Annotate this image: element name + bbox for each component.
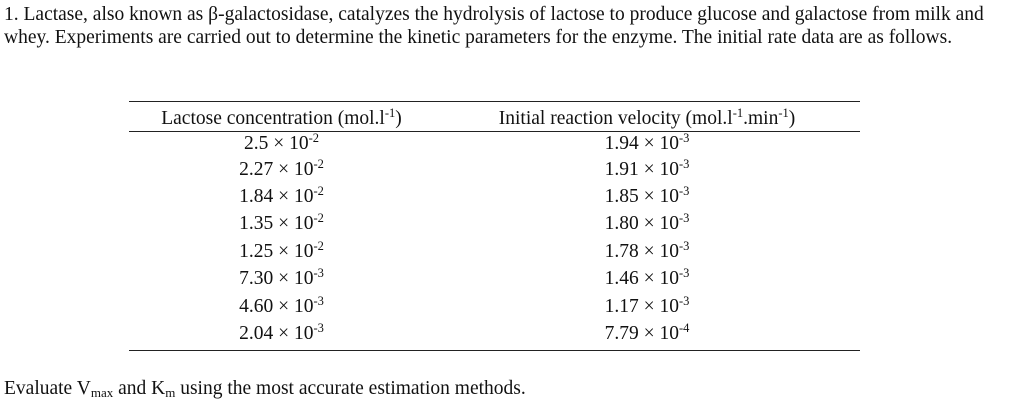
lactose-concentration-cell: 1.35 × 10-2 — [129, 211, 434, 238]
velocity-exponent: -3 — [678, 266, 690, 281]
concentration-mantissa: 2.04 × 10 — [239, 323, 314, 345]
initial-velocity-cell: 1.80 × 10-3 — [434, 211, 860, 238]
km-subscript: m — [165, 385, 176, 400]
header-lactose-concentration: Lactose concentration (mol.l-1) — [129, 101, 434, 132]
velocity-exponent: -4 — [678, 321, 690, 336]
vmax-subscript: max — [90, 385, 114, 400]
velocity-mantissa: 1.78 × 10 — [604, 240, 679, 262]
header-lactose-text: Lactose concentration (mol.l — [161, 108, 385, 129]
velocity-mantissa: 1.91 × 10 — [604, 158, 679, 180]
concentration-mantissa: 7.30 × 10 — [239, 268, 314, 290]
velocity-mantissa: 1.85 × 10 — [604, 186, 679, 208]
velocity-exponent: -3 — [678, 131, 690, 145]
header-velocity-exponent-2: -1 — [778, 106, 789, 120]
question-part-1: Evaluate V — [4, 378, 91, 399]
velocity-mantissa: 7.79 × 10 — [604, 323, 679, 345]
concentration-exponent: -3 — [313, 321, 324, 336]
concentration-exponent: -3 — [313, 266, 324, 281]
header-velocity-exponent-1: -1 — [732, 106, 744, 120]
initial-velocity-cell: 1.85 × 10-3 — [434, 183, 860, 210]
header-initial-velocity: Initial reaction velocity (mol.l-1.min-1… — [434, 101, 860, 132]
question-part-3: using the most accurate estimation metho… — [175, 378, 526, 399]
table-row: 2.5 × 10-2 1.94 × 10-3 — [129, 132, 860, 157]
initial-velocity-cell: 1.91 × 10-3 — [434, 156, 860, 183]
lactose-concentration-cell: 7.30 × 10-3 — [129, 266, 434, 293]
table-row: 2.27 × 10-2 1.91 × 10-3 — [129, 156, 860, 183]
kinetics-data-table-container: Lactose concentration (mol.l-1) Initial … — [129, 101, 860, 351]
header-velocity-min: .min — [743, 108, 779, 129]
header-lactose-close: ) — [395, 108, 402, 129]
velocity-exponent: -3 — [678, 293, 690, 308]
table-row: 1.35 × 10-2 1.80 × 10-3 — [129, 211, 860, 238]
velocity-mantissa: 1.80 × 10 — [604, 213, 679, 235]
lactose-concentration-cell: 4.60 × 10-3 — [129, 293, 434, 320]
question-part-2: and K — [113, 378, 166, 399]
concentration-mantissa: 2.5 × 10 — [243, 133, 309, 154]
problem-statement: 1. Lactase, also known as β-galactosidas… — [4, 4, 984, 48]
lactose-concentration-cell: 2.27 × 10-2 — [129, 156, 434, 183]
table-header-row: Lactose concentration (mol.l-1) Initial … — [129, 101, 860, 132]
velocity-mantissa: 1.94 × 10 — [604, 133, 679, 154]
table-row: 7.30 × 10-3 1.46 × 10-3 — [129, 266, 860, 293]
velocity-mantissa: 1.46 × 10 — [604, 268, 679, 290]
table-row: 4.60 × 10-3 1.17 × 10-3 — [129, 293, 860, 320]
concentration-mantissa: 1.25 × 10 — [239, 240, 314, 262]
table-row: 1.25 × 10-2 1.78 × 10-3 — [129, 238, 860, 265]
velocity-exponent: -3 — [678, 184, 690, 199]
velocity-exponent: -3 — [678, 238, 690, 253]
velocity-exponent: -3 — [678, 211, 690, 226]
concentration-exponent: -2 — [313, 156, 324, 171]
concentration-exponent: -2 — [308, 131, 320, 145]
header-velocity-text: Initial reaction velocity (mol.l — [498, 108, 733, 129]
question-text: Evaluate Vmax and Km using the most accu… — [4, 377, 526, 400]
concentration-mantissa: 1.35 × 10 — [239, 213, 314, 235]
initial-velocity-cell: 1.17 × 10-3 — [434, 293, 860, 320]
initial-velocity-cell: 1.78 × 10-3 — [434, 238, 860, 265]
velocity-mantissa: 1.17 × 10 — [604, 295, 679, 317]
lactose-concentration-cell: 2.04 × 10-3 — [129, 320, 434, 351]
concentration-mantissa: 2.27 × 10 — [239, 158, 314, 180]
concentration-exponent: -2 — [313, 238, 324, 253]
kinetics-data-table: Lactose concentration (mol.l-1) Initial … — [129, 101, 860, 351]
velocity-exponent: -3 — [678, 156, 690, 171]
concentration-mantissa: 4.60 × 10 — [239, 295, 314, 317]
table-row: 1.84 × 10-2 1.85 × 10-3 — [129, 183, 860, 210]
lactose-concentration-cell: 2.5 × 10-2 — [129, 132, 434, 157]
header-lactose-exponent: -1 — [384, 106, 396, 120]
table-row: 2.04 × 10-3 7.79 × 10-4 — [129, 320, 860, 351]
lactose-concentration-cell: 1.84 × 10-2 — [129, 183, 434, 210]
lactose-concentration-cell: 1.25 × 10-2 — [129, 238, 434, 265]
initial-velocity-cell: 1.46 × 10-3 — [434, 266, 860, 293]
concentration-exponent: -3 — [313, 293, 324, 308]
header-velocity-close: ) — [788, 108, 796, 129]
table-body: 2.5 × 10-2 1.94 × 10-3 2.27 × 10-2 1.91 × 1… — [129, 132, 860, 351]
concentration-exponent: -2 — [313, 211, 324, 226]
initial-velocity-cell: 1.94 × 10-3 — [434, 132, 860, 157]
concentration-mantissa: 1.84 × 10 — [239, 186, 314, 208]
initial-velocity-cell: 7.79 × 10-4 — [434, 320, 860, 351]
concentration-exponent: -2 — [313, 184, 324, 199]
